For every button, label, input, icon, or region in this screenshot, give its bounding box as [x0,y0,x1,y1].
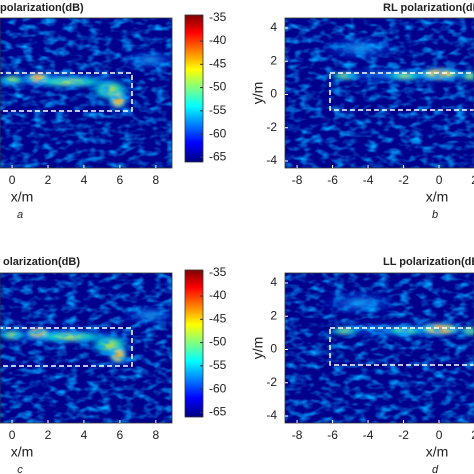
y-tick-label: 2 [270,308,277,322]
y-tick-label: 0 [270,87,277,101]
y-tick-label: 2 [270,53,277,67]
heatmap [285,273,474,423]
x-tick-label: -8 [292,428,303,442]
heatmap-speckle [0,273,172,423]
plot-frame [284,272,474,424]
colorbar-tick-label: -65 [209,405,227,419]
x-axis-label: x/m [11,444,34,460]
y-axis-label: y/m [250,337,266,360]
colorbar [184,269,204,418]
x-tick-label: 8 [152,428,159,442]
x-tick-label: -4 [363,173,374,187]
colorbar-tick-label: -55 [209,103,227,117]
colorbar-tick-label: -65 [209,150,227,164]
colorbar-tick-label: -35 [209,265,227,279]
colorbar [184,14,204,163]
x-tick-label: 0 [436,173,443,187]
panel-title: RL polarization(dB [383,2,474,14]
colorbar-tick-label: -55 [209,358,227,372]
colorbar-tick-label: -35 [209,10,227,24]
x-tick-label: -2 [398,173,409,187]
heatmap [0,18,172,168]
x-axis-label: x/m [11,189,34,205]
x-tick-label: -4 [363,428,374,442]
plot-frame [284,17,474,169]
x-tick-label: -2 [398,428,409,442]
x-axis-label: x/m [426,444,449,460]
y-tick-label: -4 [266,408,277,422]
y-tick-label: 4 [270,20,277,34]
x-tick-label: 6 [117,428,124,442]
y-axis-label: y/m [250,82,266,105]
heatmap-speckle [285,273,474,423]
panel-title: polarization(dB) [0,2,84,14]
colorbar-tick-label: -50 [209,80,227,94]
y-tick-label: -2 [266,375,277,389]
x-tick-label: 2 [471,173,474,187]
heatmap [285,18,474,168]
y-tick-label: -4 [266,153,277,167]
panel-caption: d [432,464,439,474]
heatmap [0,273,172,423]
x-tick-label: -6 [327,428,338,442]
colorbar-tick-label: -40 [209,288,227,302]
target-box [329,327,474,366]
panel-caption: c [17,464,23,474]
x-tick-label: -8 [292,173,303,187]
y-tick-label: 0 [270,342,277,356]
x-tick-label: 2 [45,173,52,187]
x-tick-label: 0 [436,428,443,442]
x-axis-label: x/m [426,189,449,205]
colorbar-tick-label: -50 [209,335,227,349]
panel-caption: a [17,209,23,221]
x-tick-label: 6 [117,173,124,187]
x-tick-label: -6 [327,173,338,187]
y-tick-label: -2 [266,120,277,134]
x-tick-label: 0 [9,173,16,187]
x-tick-label: 4 [81,428,88,442]
y-tick-label: 4 [270,275,277,289]
heatmap-speckle [0,18,172,168]
target-box [329,72,474,111]
colorbar-tick-label: -45 [209,311,227,325]
plot-frame [0,272,173,424]
colorbar-tick-label: -60 [209,381,227,395]
x-tick-label: 2 [45,428,52,442]
colorbar-tick-label: -45 [209,56,227,70]
x-tick-label: 2 [471,428,474,442]
colorbar-tick-label: -40 [209,33,227,47]
panel-caption: b [432,209,438,221]
target-box [0,72,133,112]
colorbar-tick-label: -60 [209,126,227,140]
plot-frame [0,17,173,169]
heatmap-speckle [285,18,474,168]
panel-title: olarization(dB) [3,256,80,268]
x-tick-label: 0 [9,428,16,442]
panel-title: LL polarization(dB [383,256,474,268]
target-box [0,327,133,367]
x-tick-label: 8 [152,173,159,187]
x-tick-label: 4 [81,173,88,187]
